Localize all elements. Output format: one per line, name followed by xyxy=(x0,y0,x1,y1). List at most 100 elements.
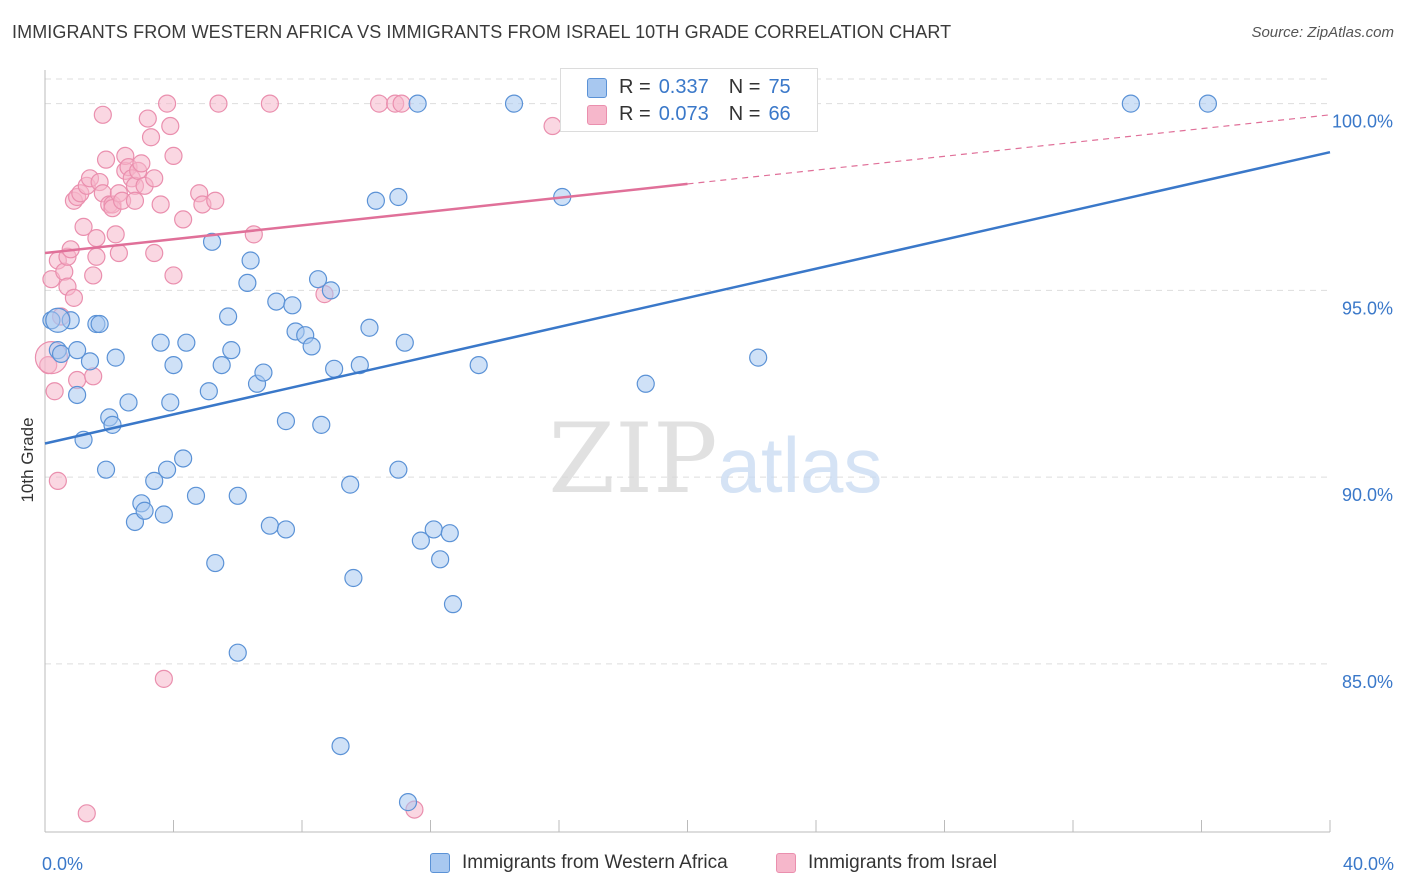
stats-legend: R = 0.337 N = 75 R = 0.073 N = 66 xyxy=(560,68,818,132)
pink-point xyxy=(154,669,173,688)
pink-point xyxy=(132,154,151,173)
legend-r-value: 0.337 xyxy=(658,75,709,98)
blue-point xyxy=(408,94,427,113)
blue-point xyxy=(325,359,344,378)
pink-point xyxy=(145,169,164,188)
legend-r-label: R = xyxy=(619,102,651,125)
blue-point xyxy=(360,318,379,337)
blue-point xyxy=(276,412,296,431)
pink-trend-line-extension xyxy=(687,114,1331,185)
y-axis-label: 10th Grade xyxy=(18,417,37,502)
pink-point xyxy=(161,116,180,136)
blue-point xyxy=(219,307,238,326)
blue-point xyxy=(308,270,328,289)
pink-point xyxy=(84,266,103,285)
source-credit: Source: ZipAtlas.com xyxy=(1251,24,1394,41)
pink-point xyxy=(206,191,225,210)
pink-point xyxy=(109,243,128,263)
blue-point xyxy=(157,460,177,479)
legend-item-israel[interactable]: Immigrants from Israel xyxy=(776,852,997,874)
blue-point xyxy=(350,355,369,375)
pink-point xyxy=(151,195,170,214)
pink-point xyxy=(64,288,84,307)
legend-n-label: N = xyxy=(728,75,761,98)
legend-item-western-africa[interactable]: Immigrants from Western Africa xyxy=(430,852,728,874)
pink-point xyxy=(164,146,183,166)
blue-point xyxy=(395,333,414,352)
blue-point xyxy=(443,595,463,614)
blue-point xyxy=(321,281,341,300)
blue-point xyxy=(431,550,450,569)
chart-title: IMMIGRANTS FROM WESTERN AFRICA VS IMMIGR… xyxy=(12,22,952,42)
blue-point xyxy=(344,568,363,588)
blue-point xyxy=(238,273,257,293)
blue-point xyxy=(206,553,225,573)
pink-point xyxy=(45,382,64,401)
pink-point xyxy=(370,94,389,113)
watermark-atlas: atlas xyxy=(718,421,883,509)
blue-trend-line xyxy=(44,150,1331,445)
blue-point xyxy=(389,460,408,479)
pink-point xyxy=(392,94,411,113)
legend-label: Immigrants from Western Africa xyxy=(462,852,728,873)
blue-point xyxy=(469,355,488,375)
blue-point xyxy=(68,341,87,360)
blue-point xyxy=(154,505,173,524)
blue-point xyxy=(331,736,350,756)
trend-lines xyxy=(44,114,1331,445)
legend-row-israel: R = 0.073 N = 66 xyxy=(587,102,791,126)
legend-swatch-blue xyxy=(430,853,450,873)
blue-point xyxy=(411,531,430,550)
y-tick-label: 90.0% xyxy=(1342,485,1393,505)
blue-point xyxy=(145,471,164,490)
blue-point xyxy=(212,355,231,375)
blue-point xyxy=(398,793,418,812)
blue-point xyxy=(341,475,360,494)
blue-point xyxy=(161,393,180,412)
blue-point xyxy=(96,460,116,479)
pink-point xyxy=(543,116,562,136)
blue-point xyxy=(151,333,170,352)
pink-point xyxy=(141,128,161,147)
blue-point xyxy=(174,449,193,468)
pink-point xyxy=(84,367,103,386)
blue-point xyxy=(68,385,87,405)
pink-point xyxy=(260,94,279,113)
blue-point xyxy=(389,187,408,207)
blue-point xyxy=(177,333,196,352)
legend-n-label: N = xyxy=(728,102,761,125)
grid-lines xyxy=(45,78,1330,665)
legend-r-label: R = xyxy=(619,75,651,98)
blue-point xyxy=(254,363,273,382)
blue-point xyxy=(228,486,247,505)
pink-point xyxy=(138,109,157,128)
blue-point xyxy=(636,374,655,393)
legend-n-value: 75 xyxy=(768,75,791,98)
blue-point xyxy=(119,393,138,412)
series-legend: Immigrants from Western Africa Immigrant… xyxy=(0,852,1406,878)
blue-point xyxy=(366,191,385,210)
pink-point xyxy=(93,105,112,124)
blue-point xyxy=(424,520,443,539)
legend-row-western-africa: R = 0.337 N = 75 xyxy=(587,75,791,99)
x-tick-label: 0.0% xyxy=(42,854,83,874)
blue-point xyxy=(228,643,247,662)
pink-point xyxy=(174,210,193,229)
blue-point xyxy=(80,352,100,371)
pink-point xyxy=(106,225,125,244)
pink-trend-line xyxy=(44,182,688,255)
legend-n-value: 66 xyxy=(768,102,791,125)
x-tick-label: 40.0% xyxy=(1343,854,1394,874)
pink-point xyxy=(55,262,74,281)
blue-point xyxy=(186,486,206,505)
pink-point xyxy=(77,804,96,823)
blue-point xyxy=(199,382,218,401)
blue-point xyxy=(302,337,321,356)
blue-point xyxy=(106,348,125,367)
blue-point xyxy=(440,524,459,543)
blue-point xyxy=(135,501,154,520)
blue-point xyxy=(749,348,768,367)
pink-point xyxy=(164,266,183,285)
blue-point xyxy=(51,344,71,363)
